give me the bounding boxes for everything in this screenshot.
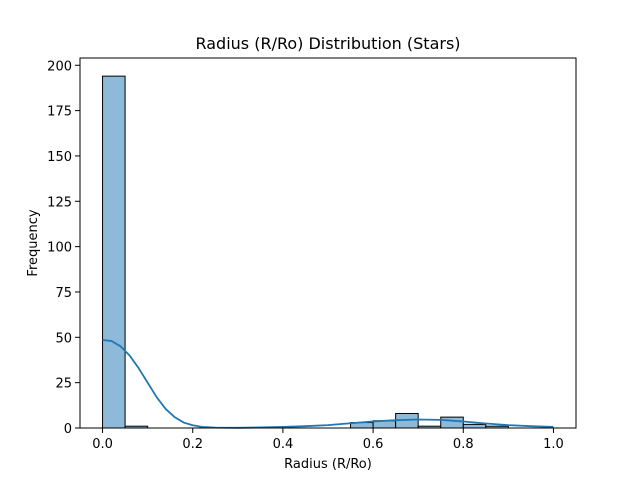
y-tick-label: 50 <box>55 331 72 346</box>
bars-group <box>102 75 509 429</box>
histogram-bar <box>440 416 464 429</box>
y-tick-label: 25 <box>55 377 72 392</box>
histogram-bar <box>102 75 126 429</box>
y-axis-label: Frequency <box>26 209 41 276</box>
y-tick-label: 100 <box>47 241 72 256</box>
x-axis-ticks: 0.0 0.2 0.4 0.6 0.8 1.0 <box>92 428 564 452</box>
y-axis-ticks: 0 25 50 75 100 125 150 175 200 <box>47 59 80 437</box>
y-tick-label: 75 <box>55 286 72 301</box>
kde-curve <box>102 339 554 429</box>
y-tick-label: 200 <box>47 59 72 74</box>
x-tick-label: 0.0 <box>92 437 113 452</box>
y-tick-label: 150 <box>47 150 72 165</box>
x-tick-label: 0.8 <box>453 437 474 452</box>
chart-title: Radius (R/Ro) Distribution (Stars) <box>195 34 460 53</box>
histogram-bar <box>462 423 487 429</box>
y-tick-label: 175 <box>47 105 72 120</box>
x-tick-label: 0.2 <box>182 437 203 452</box>
x-axis-label: Radius (R/Ro) <box>284 457 372 472</box>
plot-frame <box>79 57 577 429</box>
y-tick-label: 0 <box>64 422 72 437</box>
x-tick-label: 1.0 <box>543 437 564 452</box>
x-tick-label: 0.6 <box>363 437 384 452</box>
x-tick-label: 0.4 <box>273 437 294 452</box>
y-tick-label: 125 <box>47 195 72 210</box>
